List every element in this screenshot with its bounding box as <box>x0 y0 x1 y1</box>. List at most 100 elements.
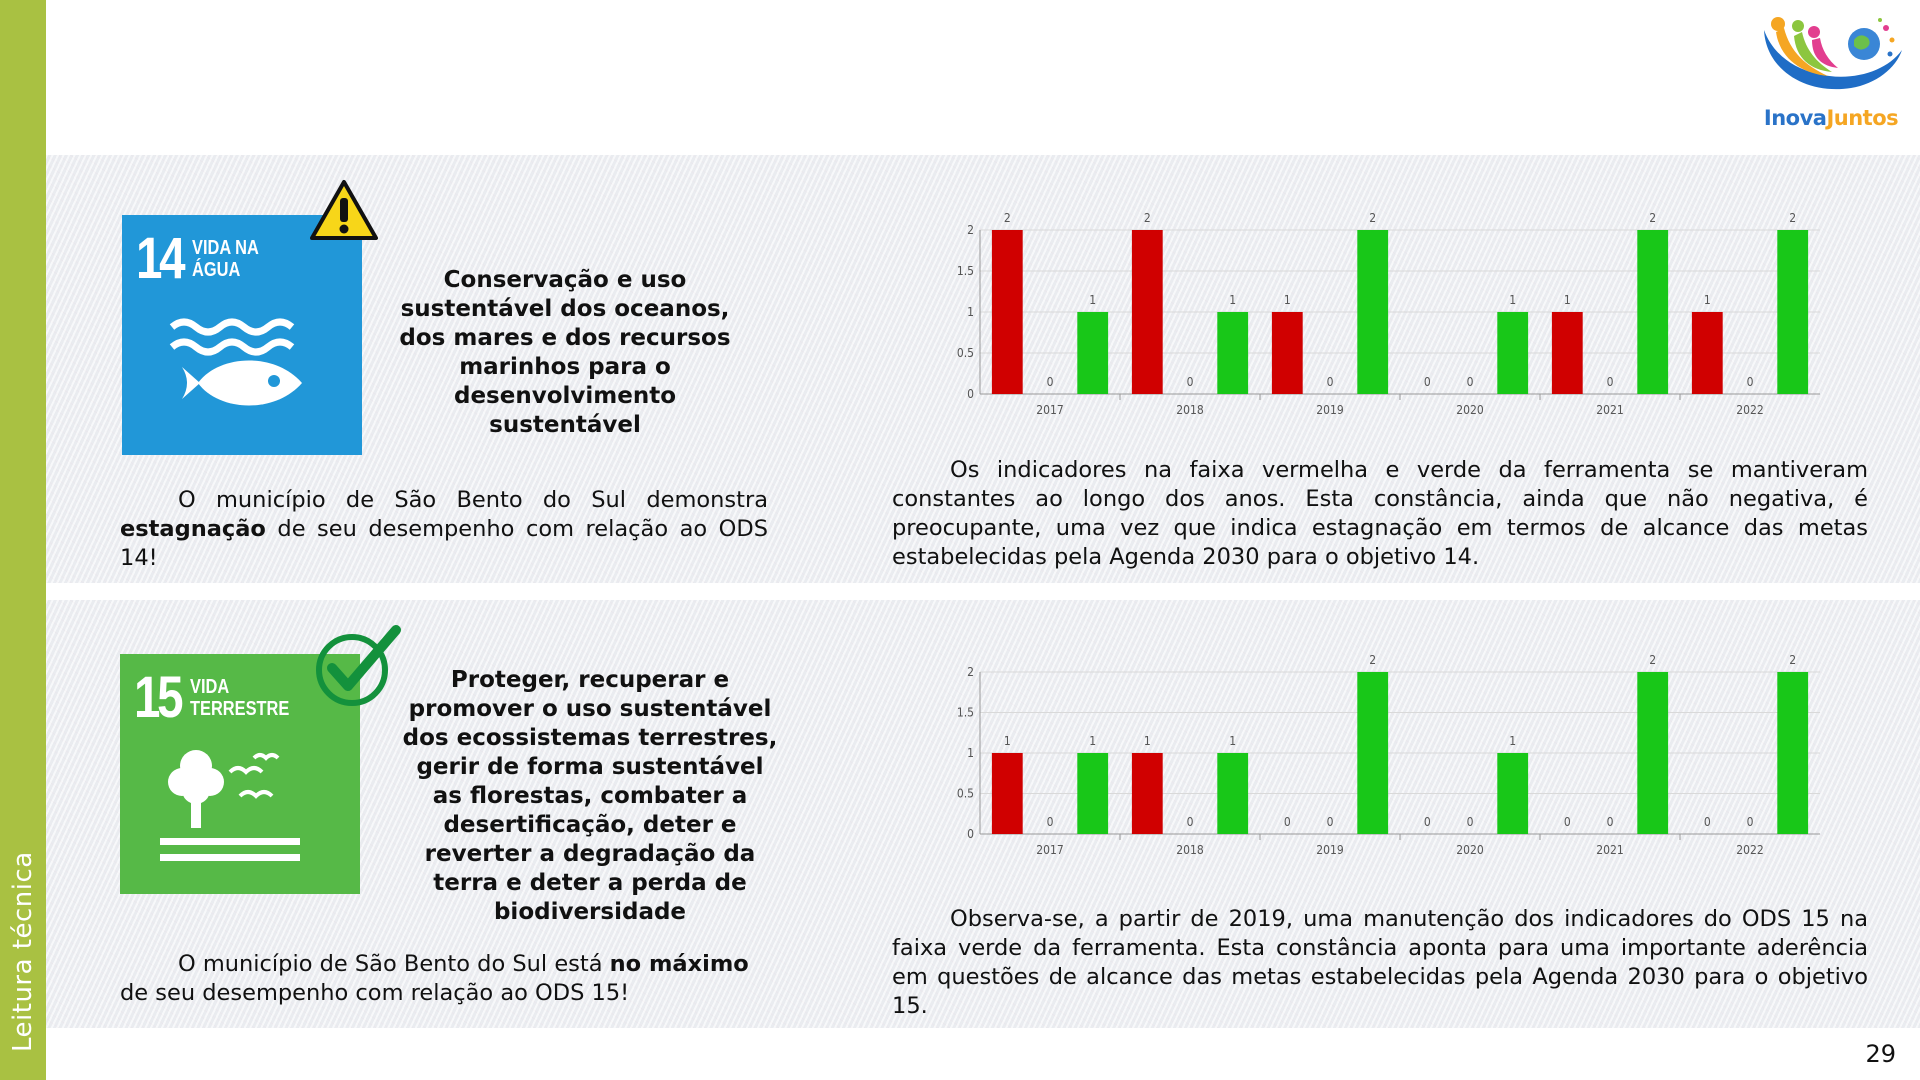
sidebar-label-wrap: Leitura técnica <box>8 792 38 1052</box>
bar <box>1077 753 1109 834</box>
bar-value-label: 0 <box>1284 815 1291 829</box>
ods14-chart-svg: 0 0.5 1 1.5 2 2 0 1 2017 2 0 1 2018 1 0 2 2019 0 0 1 2020 1 0 2… <box>957 211 1820 417</box>
bar-value-label: 0 <box>1607 375 1614 389</box>
bar-value-label: 0 <box>1467 815 1474 829</box>
bar-value-label: 2 <box>1649 211 1656 225</box>
bar-value-label: 0 <box>1607 815 1614 829</box>
sdg14-card: 14 VIDA NA ÁGUA <box>122 215 362 455</box>
ods14-chart: 0 0.5 1 1.5 2 2 0 1 2017 2 0 1 2018 1 0 2 2019 0 0 1 2020 1 0 2… <box>940 200 1820 424</box>
bar-value-label: 0 <box>1187 815 1194 829</box>
ods15-chart-svg: 0 0.5 1 1.5 2 1 0 1 2017 1 0 1 2018 0 0 2 2019 0 0 1 2020 0 0 2… <box>957 653 1820 857</box>
sdg15-number: 15 <box>134 665 184 730</box>
bar-value-label: 1 <box>1564 293 1571 307</box>
bar <box>1637 230 1669 394</box>
x-tick-label: 2019 <box>1316 403 1344 417</box>
bar-value-label: 0 <box>1047 815 1054 829</box>
ods15-chart: 0 0.5 1 1.5 2 1 0 1 2017 1 0 1 2018 0 0 2 2019 0 0 1 2020 0 0 2… <box>940 642 1820 864</box>
bar <box>1497 753 1529 834</box>
bar-value-label: 1 <box>1284 293 1291 307</box>
bar-value-label: 0 <box>1327 375 1334 389</box>
bar-value-label: 2 <box>1004 211 1011 225</box>
bar <box>1217 753 1249 834</box>
bar <box>991 753 1023 834</box>
bar-value-label: 1 <box>1704 293 1711 307</box>
y-tick-label: 2 <box>967 223 974 237</box>
tree-birds-icon <box>160 750 300 861</box>
y-tick-label: 1 <box>967 305 974 319</box>
bar-value-label: 1 <box>1089 293 1096 307</box>
bar <box>991 230 1023 394</box>
x-tick-label: 2018 <box>1176 843 1204 857</box>
bar-value-label: 2 <box>1369 653 1376 667</box>
bar <box>1131 230 1163 394</box>
ods15-status-word: no máximo <box>609 951 749 977</box>
ods15-summary: O município de São Bento do Sul está no … <box>120 951 749 1006</box>
bar <box>1691 312 1723 394</box>
x-tick-label: 2021 <box>1596 843 1623 857</box>
y-tick-label: 1 <box>967 746 974 760</box>
bar-value-label: 0 <box>1424 815 1431 829</box>
y-tick-label: 0 <box>967 827 974 841</box>
x-tick-label: 2022 <box>1736 403 1763 417</box>
sdg14-number: 14 <box>136 226 186 291</box>
y-tick-label: 1.5 <box>957 706 974 720</box>
bar <box>1777 672 1809 834</box>
y-tick-label: 2 <box>967 665 974 679</box>
ods14-summary: O município de São Bento do Sul demonstr… <box>120 487 768 571</box>
x-tick-label: 2020 <box>1456 843 1484 857</box>
sdg15-title: VIDA TERRESTRE <box>190 676 290 720</box>
bar <box>1777 230 1809 394</box>
y-tick-label: 0 <box>967 387 974 401</box>
ods15-description: Observa-se, a partir de 2019, uma manute… <box>892 906 1868 1019</box>
y-tick-label: 1.5 <box>957 264 974 278</box>
bar-value-label: 0 <box>1327 815 1334 829</box>
bar-value-label: 2 <box>1789 211 1796 225</box>
bar <box>1357 230 1389 394</box>
ods14-status-word: estagnação <box>120 516 266 542</box>
inovajuntos-logo: InovaJuntos <box>1756 10 1906 136</box>
bar <box>1497 312 1529 394</box>
bar-value-label: 1 <box>1509 293 1516 307</box>
bar-value-label: 0 <box>1747 815 1754 829</box>
bar <box>1637 672 1669 834</box>
bar-value-label: 2 <box>1144 211 1151 225</box>
bar-value-label: 0 <box>1424 375 1431 389</box>
checkmark-icon <box>316 625 401 706</box>
bar <box>1131 753 1163 834</box>
ods14-goal-text: Conservação e uso sustentável dos oceano… <box>399 267 731 438</box>
sdg14-title: VIDA NA ÁGUA <box>192 237 259 281</box>
y-tick-label: 0.5 <box>957 346 974 360</box>
bar <box>1271 312 1303 394</box>
logo-graphic <box>1764 17 1902 90</box>
ods15-goal-text: Proteger, recuperar e promover o uso sus… <box>402 667 778 925</box>
bar <box>1217 312 1249 394</box>
bar-value-label: 1 <box>1144 734 1151 748</box>
bar <box>1551 312 1583 394</box>
bar-value-label: 2 <box>1369 211 1376 225</box>
bar-value-label: 1 <box>1229 293 1236 307</box>
bar <box>1357 672 1389 834</box>
page-number: 29 <box>1865 1040 1896 1068</box>
sdg15-card: 15 VIDA TERRESTRE <box>120 654 360 894</box>
bar-value-label: 0 <box>1187 375 1194 389</box>
bar-value-label: 2 <box>1789 653 1796 667</box>
bar-value-label: 0 <box>1704 815 1711 829</box>
logo-wordmark: InovaJuntos <box>1763 106 1899 130</box>
x-tick-label: 2017 <box>1036 403 1063 417</box>
sidebar-label: Leitura técnica <box>8 851 38 1052</box>
bar-value-label: 1 <box>1509 734 1516 748</box>
bar-value-label: 0 <box>1747 375 1754 389</box>
y-tick-label: 0.5 <box>957 787 974 801</box>
bar-value-label: 1 <box>1229 734 1236 748</box>
bar-value-label: 0 <box>1564 815 1571 829</box>
x-tick-label: 2021 <box>1596 403 1623 417</box>
x-tick-label: 2022 <box>1736 843 1763 857</box>
bar <box>1077 312 1109 394</box>
bar-value-label: 0 <box>1047 375 1054 389</box>
bar-value-label: 1 <box>1004 734 1011 748</box>
sidebar-strip: Leitura técnica <box>0 0 46 1080</box>
x-tick-label: 2019 <box>1316 843 1344 857</box>
bar-value-label: 1 <box>1089 734 1096 748</box>
x-tick-label: 2017 <box>1036 843 1063 857</box>
bar-value-label: 0 <box>1467 375 1474 389</box>
